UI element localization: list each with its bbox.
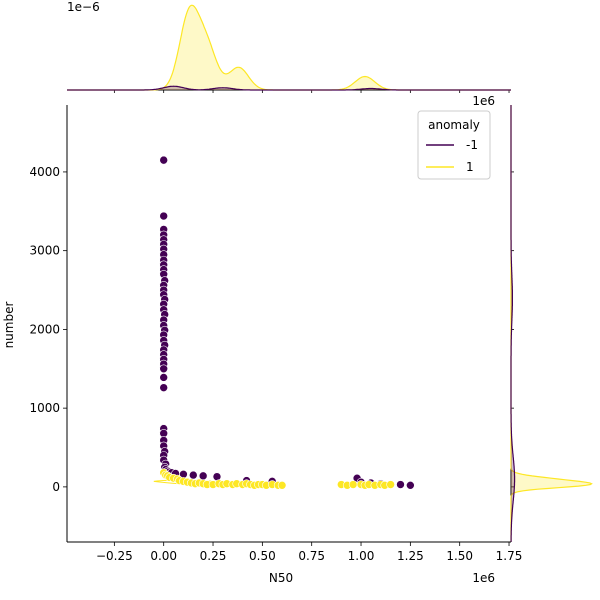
data-point xyxy=(159,155,168,165)
legend-label: 1 xyxy=(466,160,474,174)
data-point xyxy=(277,481,287,490)
axis-labels: N50 number 1e6 1e−6 1e6 xyxy=(2,0,495,585)
x-tick-label: 0.50 xyxy=(249,549,276,563)
x-tick-label: 1.00 xyxy=(348,549,375,563)
y-tick-label: 2000 xyxy=(29,322,60,336)
legend-title: anomaly xyxy=(428,118,480,132)
legend: anomaly -1 1 xyxy=(417,110,491,180)
data-point xyxy=(159,364,168,374)
scatter-points xyxy=(153,155,415,490)
right-marginal-kde xyxy=(510,105,593,542)
data-point xyxy=(159,373,168,382)
top-kde-line xyxy=(67,85,511,91)
y-tick-label: 0 xyxy=(52,480,60,494)
top-kde-line xyxy=(67,4,511,91)
data-point xyxy=(198,471,208,481)
y-tick-label: 4000 xyxy=(29,165,60,179)
data-point xyxy=(386,480,395,489)
legend-label: -1 xyxy=(466,138,478,152)
data-point xyxy=(212,472,222,481)
x-tick-label: 1.75 xyxy=(496,549,523,563)
data-point xyxy=(396,480,405,489)
main-scatter-axes: −0.25 0.00 0.25 0.50 0.75 1.00 1.25 1.50 1.75 0 10… xyxy=(29,105,522,563)
top-kde-fill xyxy=(67,5,511,90)
x-tick-label: 0.25 xyxy=(200,549,227,563)
data-point xyxy=(188,470,198,480)
x-tick-label: 1.50 xyxy=(446,549,473,563)
data-point xyxy=(406,481,415,490)
x-tick-label: −0.25 xyxy=(96,549,133,563)
right-marginal-offset-label: 1e6 xyxy=(472,94,495,108)
data-point xyxy=(159,211,168,221)
y-tick-label: 1000 xyxy=(29,401,60,415)
x-tick-label: 1.25 xyxy=(397,549,424,563)
top-marginal-kde xyxy=(67,4,511,93)
top-marginal-offset-label: 1e−6 xyxy=(67,0,100,14)
x-tick-label: 0.00 xyxy=(150,549,177,563)
x-tick-label: 0.75 xyxy=(298,549,325,563)
right-kde-fill xyxy=(511,105,592,542)
data-point xyxy=(159,383,168,392)
data-point xyxy=(348,480,358,489)
y-tick-label: 3000 xyxy=(29,244,60,258)
x-offset-label: 1e6 xyxy=(472,571,495,585)
right-kde-line xyxy=(510,105,516,542)
x-axis-label: N50 xyxy=(269,571,293,585)
y-axis-label: number xyxy=(2,302,16,349)
